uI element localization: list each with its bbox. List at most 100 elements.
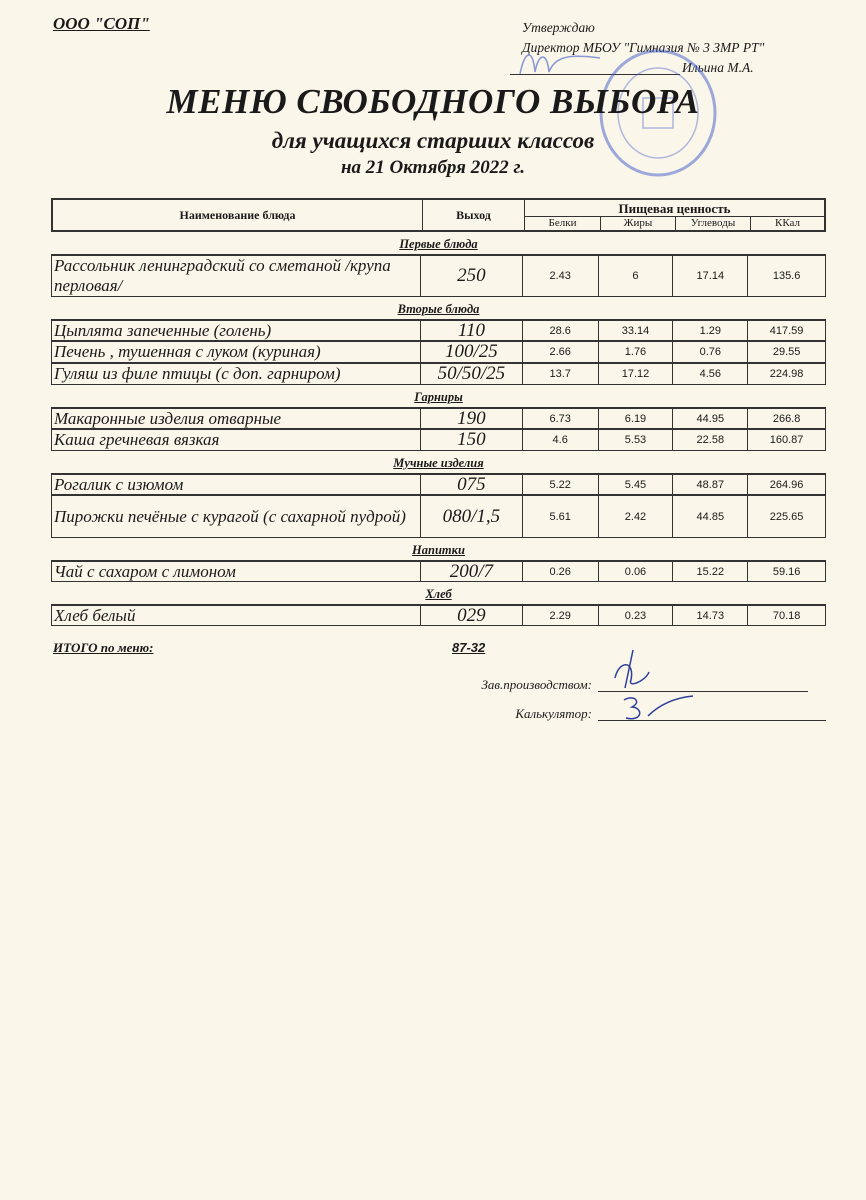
total-value: 87-32 [452,640,486,655]
cell-carbs: 17.14 [672,256,747,296]
cell-output: 075 [420,474,522,495]
cell-carbs: 14.73 [672,606,747,625]
cell-kcal: 160.87 [747,430,825,450]
cell-fat: 1.76 [597,342,673,362]
section-title: Напитки [412,543,465,557]
cell-protein: 6.73 [521,409,598,428]
cell-protein: 13.7 [521,364,598,384]
cell-output: 029 [420,605,522,626]
col-header-fat: Жиры [600,217,675,230]
menu-table: Наименование блюда Выход Пищевая ценност… [51,198,826,626]
cell-name: Пирожки печёные с курагой (с сахарной пу… [54,506,406,526]
cell-kcal: 59.16 [747,562,825,581]
production-manager-label: Зав.производством: [481,677,592,692]
table-row: Гуляш из филе птицы (с доп. гарниром) 50/… [51,363,826,385]
cell-fat: 0.23 [597,606,673,625]
cell-name: Цыплята запеченные (голень) [54,320,272,340]
cell-fat: 0.06 [597,562,673,581]
cell-protein: 0.26 [521,562,598,581]
cell-carbs: 1.29 [672,321,747,340]
table-row: Пирожки печёные с курагой (с сахарной пу… [51,495,826,538]
page-subtitle: для учащихся старших классов [271,128,595,153]
cell-fat: 6.19 [597,409,673,428]
cell-protein: 2.29 [521,606,598,625]
cell-output: 080/1,5 [420,496,522,537]
cell-kcal: 135.6 [747,256,825,296]
director-signature [519,54,601,75]
cell-name: Печень , тушенная с луком (куриная) [54,342,321,361]
calculator-signature-line [598,720,826,721]
table-row: Рассольник ленинградский со сметаной /кр… [51,254,826,297]
organization-name: ООО "СОП" [53,14,150,33]
cell-fat: 5.45 [597,475,673,494]
cell-name: Рогалик с изюмом [54,474,184,494]
production-manager-signature [614,649,650,689]
cell-output: 250 [420,256,522,296]
cell-kcal: 264.96 [747,475,825,494]
cell-kcal: 225.65 [747,496,825,537]
page-title: МЕНЮ СВОБОДНОГО ВЫБОРА [166,82,700,121]
cell-name: Макаронные изделия отварные [54,408,282,428]
approval-line: Утверждаю [522,20,595,35]
cell-protein: 2.43 [521,256,598,296]
cell-kcal: 70.18 [747,606,825,625]
table-row: Каша гречневая вязкая 150 4.6 5.53 22.58 160.… [51,429,826,451]
cell-name: Хлеб белый [54,605,136,625]
table-row: Печень , тушенная с луком (куриная) 100/2… [51,341,826,363]
section-title: Гарниры [414,390,463,404]
cell-protein: 5.22 [521,475,598,494]
cell-fat: 17.12 [597,364,673,384]
cell-kcal: 224.98 [747,364,825,384]
section-title: Вторые блюда [397,302,480,316]
cell-protein: 2.66 [521,342,598,362]
cell-fat: 33.14 [597,321,673,340]
cell-kcal: 266.8 [747,409,825,428]
total-label: ИТОГО по меню: [53,640,154,655]
cell-output: 50/50/25 [420,363,522,384]
section-title: Первые блюда [399,237,478,251]
cell-carbs: 22.58 [672,430,747,450]
cell-fat: 6 [597,256,673,296]
cell-carbs: 15.22 [672,562,747,581]
cell-name: Гуляш из филе птицы (с доп. гарниром) [54,364,341,383]
cell-fat: 2.42 [597,496,673,537]
col-header-output: Выход [422,200,524,230]
cell-output: 150 [420,429,522,450]
cell-kcal: 29.55 [747,342,825,362]
table-row: Хлеб белый 029 2.29 0.23 14.73 70.18 [51,604,826,626]
table-row: Рогалик с изюмом 075 5.22 5.45 48.87 264.96 [51,473,826,495]
cell-carbs: 44.95 [672,409,747,428]
cell-name: Каша гречневая вязкая [54,430,220,449]
col-header-nutrition: Пищевая ценность [524,200,824,217]
col-header-kcal: ККал [750,217,824,230]
cell-output: 100/25 [420,341,522,362]
calculator-signature [623,695,694,720]
cell-name: Чай с сахаром с лимоном [54,561,236,581]
section-title: Мучные изделия [393,456,484,470]
cell-protein: 28.6 [521,321,598,340]
cell-output: 190 [420,408,522,429]
cell-protein: 5.61 [521,496,598,537]
production-manager-signature-line [598,691,808,692]
calculator-label: Калькулятор: [515,706,592,721]
cell-kcal: 417.59 [747,321,825,340]
table-row: Цыплята запеченные (голень) 110 28.6 33.14 1… [51,319,826,341]
cell-name: Рассольник ленинградский со сметаной /кр… [54,256,391,295]
menu-date: на 21 Октября 2022 г. [341,157,525,178]
col-header-carbs: Углеводы [675,217,750,230]
cell-carbs: 4.56 [672,364,747,384]
cell-carbs: 0.76 [672,342,747,362]
cell-protein: 4.6 [521,430,598,450]
cell-output: 200/7 [420,561,522,582]
col-header-protein: Белки [524,217,600,230]
cell-carbs: 44.85 [672,496,747,537]
cell-output: 110 [420,320,522,341]
table-row: Чай с сахаром с лимоном 200/7 0.26 0.06 15.2… [51,560,826,582]
cell-fat: 5.53 [597,430,673,450]
cell-carbs: 48.87 [672,475,747,494]
section-title: Хлеб [425,587,452,601]
table-row: Макаронные изделия отварные 190 6.73 6.19 44… [51,407,826,429]
table-header: Наименование блюда Выход Пищевая ценност… [51,198,826,232]
director-signature-line [510,74,680,75]
col-header-name: Наименование блюда [179,208,296,222]
